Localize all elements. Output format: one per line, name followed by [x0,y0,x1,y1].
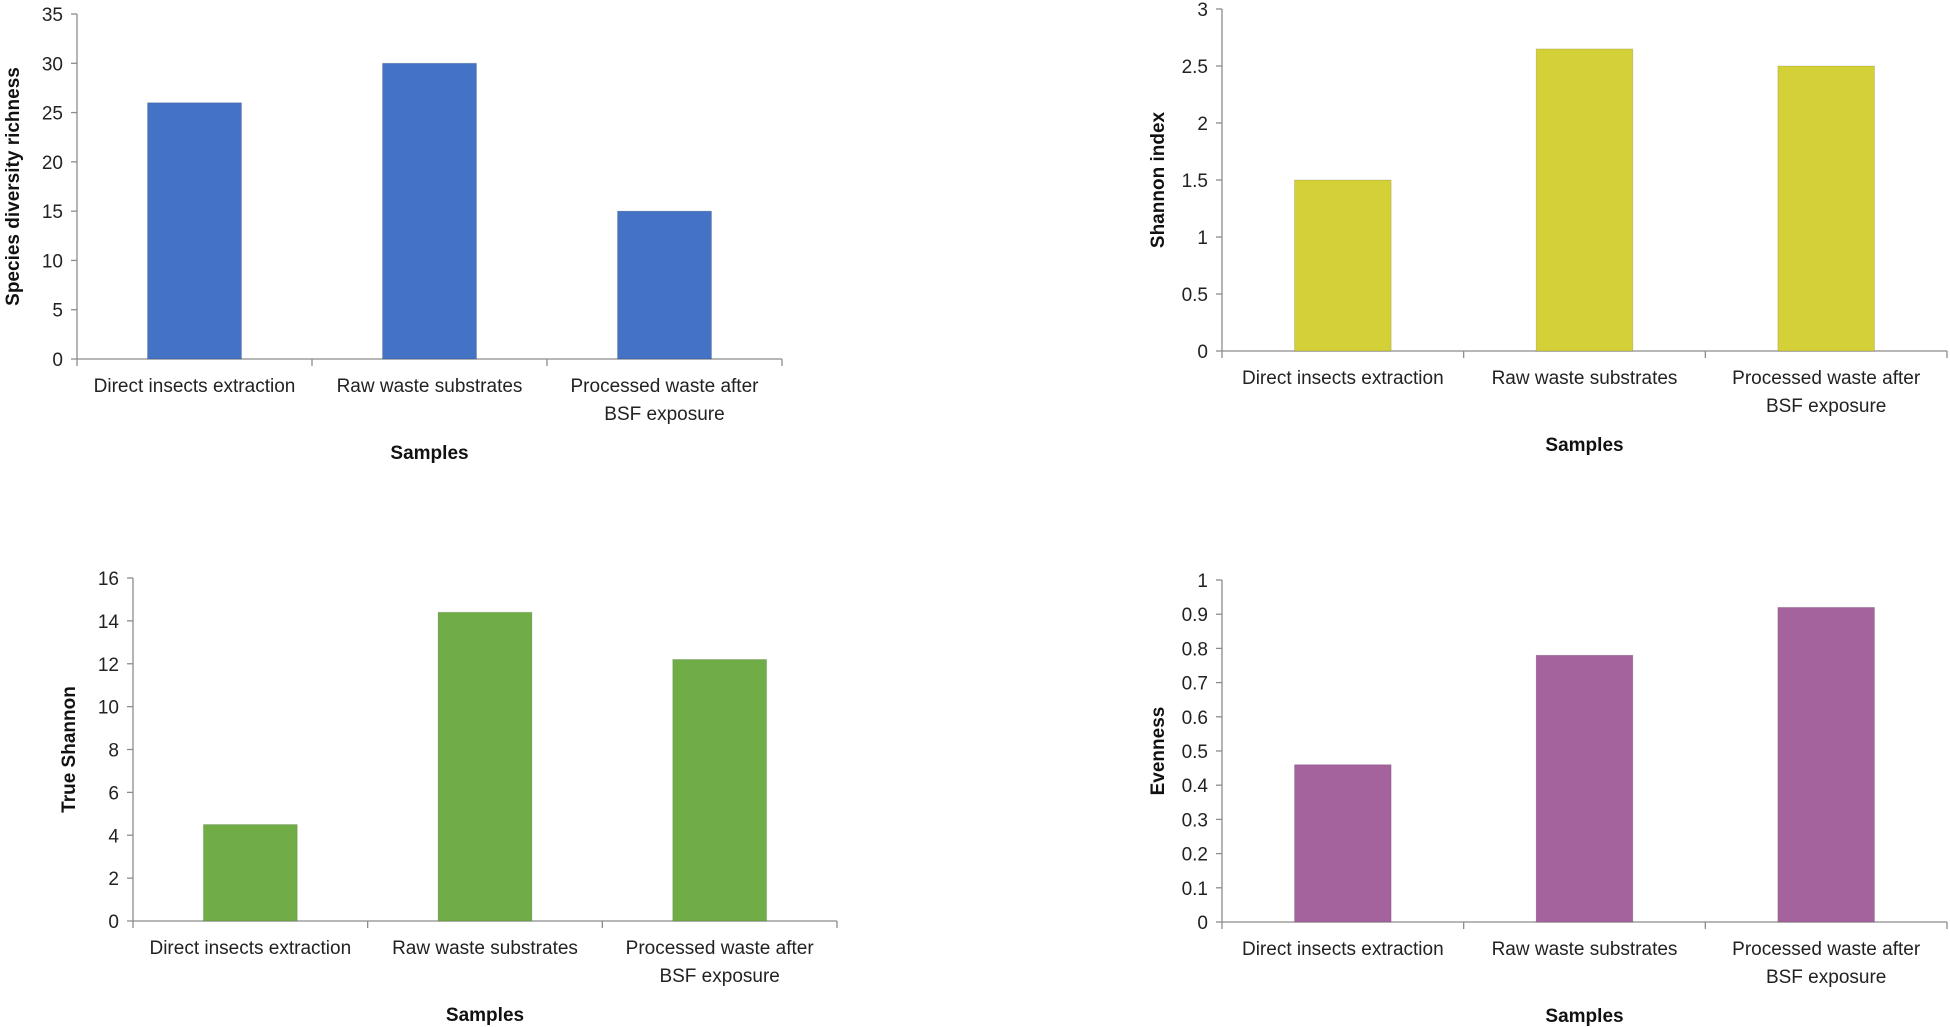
y-tick-label: 4 [108,826,119,847]
y-tick-label: 1 [1197,571,1208,592]
y-tick-label: 0.5 [1182,285,1208,306]
y-tick-label: 0.5 [1182,742,1208,763]
bar-3 [1777,65,1876,352]
y-tick-label: 0.8 [1182,639,1208,660]
x-category-label: Processed waste after BSF exposure [571,376,760,425]
y-tick-label: 12 [98,655,119,676]
y-tick-label: 15 [42,202,63,223]
y-tick-label: 16 [98,569,119,590]
bar-1 [147,102,242,360]
y-tick-label: 0.4 [1182,776,1209,797]
y-tick-label: 8 [108,741,119,762]
x-category-label: Direct insects extraction [1242,939,1444,960]
y-tick-label: 0 [52,350,63,371]
y-tick-label: 0 [1197,342,1208,363]
y-tick-label: 1 [1197,228,1208,249]
chart-shannon: 0 0.5 1 1.5 2 2.5 3 Direct insects extraction Ra… [1148,0,1948,456]
y-tick-label: 20 [42,153,63,174]
bar-1 [1294,179,1392,352]
y-tick-label: 25 [42,104,63,125]
x-category-label: Raw waste substrates [1492,939,1678,960]
bar-3 [672,658,768,922]
bar-1 [1294,764,1392,923]
x-category-label: Processed waste after BSF exposure [626,938,815,987]
y-tick-label: 2 [1197,114,1208,135]
x-axis-title: Samples [446,1005,524,1026]
y-tick-label: 6 [108,783,119,804]
y-tick-label: 0.7 [1182,674,1208,695]
y-tick-label: 0 [108,912,119,933]
y-tick-label: 1.5 [1182,171,1208,192]
y-axis-title: Evenness [1148,707,1169,796]
y-tick-label: 0.9 [1182,605,1208,626]
y-tick-label: 0.6 [1182,708,1208,729]
x-axis-title: Samples [1545,1006,1623,1027]
y-tick-label: 5 [52,301,63,322]
x-category-label: Direct insects extraction [94,376,296,397]
y-tick-label: 35 [42,5,63,26]
chart-richness: 0 5 10 15 20 25 30 35 Direct insects extraction R… [3,5,783,464]
chart-evenness: 0 0.1 0.2 0.3 0.4 0.5 0.6 0.7 0.8 0.9 1 Direct inse… [1148,571,1948,1027]
y-tick-label: 0.2 [1182,845,1208,866]
y-tick-label: 2.5 [1182,57,1208,78]
x-category-label: Processed waste after BSF exposure [1732,368,1921,417]
y-axis-title: Species diversity richness [3,67,24,306]
y-tick-label: 0 [1197,913,1208,934]
y-tick-label: 10 [98,698,119,719]
bar-1 [202,824,298,922]
bar-2 [382,62,477,360]
y-tick-label: 0.1 [1182,879,1208,900]
bar-3 [617,210,712,360]
y-tick-label: 2 [108,869,119,890]
y-tick-label: 14 [98,612,120,633]
bar-3 [1777,606,1876,923]
y-axis-title: True Shannon [59,686,80,813]
x-category-label: Raw waste substrates [337,376,523,397]
y-axis-title: Shannon index [1148,111,1169,248]
y-tick-label: 3 [1197,0,1208,21]
bar-2 [437,611,533,922]
x-axis-title: Samples [1545,435,1623,456]
x-category-label: Direct insects extraction [1242,368,1444,389]
y-tick-label: 0.3 [1182,810,1208,831]
x-axis-title: Samples [390,443,468,464]
x-category-label: Processed waste after BSF exposure [1732,939,1921,988]
chart-true-shannon: 0 2 4 6 8 10 12 14 16 Direct insects extraction Ra… [59,569,838,1026]
x-category-label: Raw waste substrates [392,938,578,959]
bar-2 [1535,48,1634,352]
y-tick-label: 30 [42,54,63,75]
y-tick-label: 10 [42,251,63,272]
x-category-label: Direct insects extraction [149,938,351,959]
x-category-label: Raw waste substrates [1492,368,1678,389]
bar-2 [1535,654,1634,923]
